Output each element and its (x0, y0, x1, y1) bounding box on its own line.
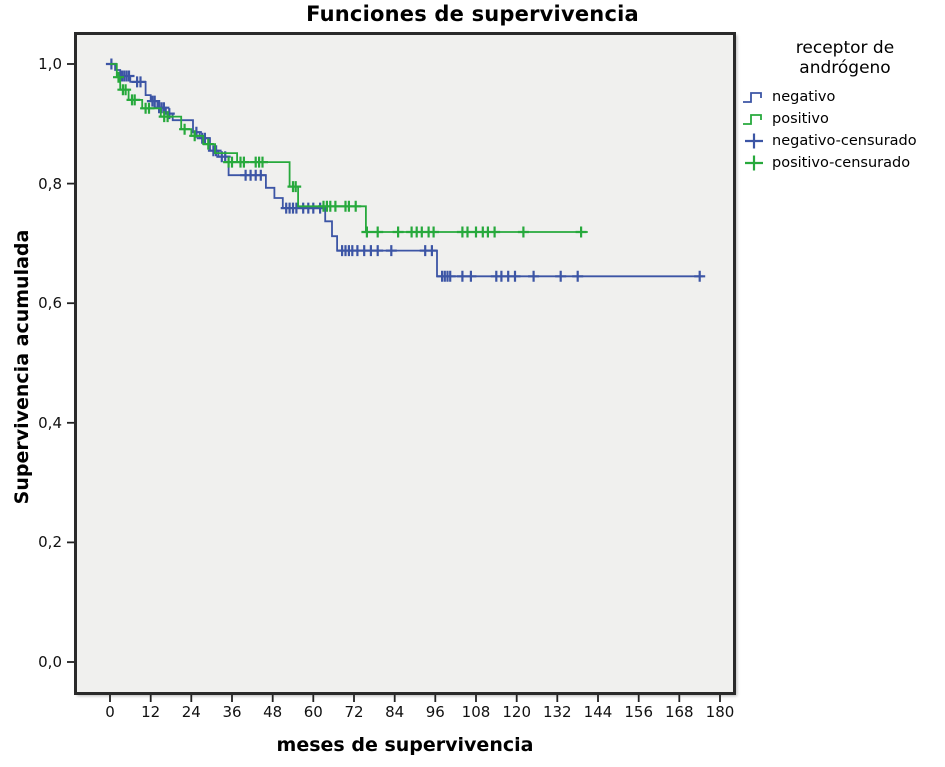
x-tick-label: 12 (141, 703, 161, 721)
x-tick-label: 0 (105, 703, 115, 721)
y-tick-label: 0,4 (38, 413, 62, 432)
x-tick-label: 168 (664, 703, 694, 721)
x-tick-label: 48 (263, 703, 283, 721)
x-tick-label: 60 (303, 703, 323, 721)
y-axis-label: Supervivencia acumulada (11, 229, 33, 505)
y-tick-label: 1,0 (38, 55, 62, 73)
legend-item-positivo: positivo (742, 108, 942, 130)
legend-item-negativo-censurado: negativo-censurado (742, 130, 942, 152)
x-tick-label: 72 (344, 703, 364, 721)
plot-area (75, 33, 735, 694)
legend-item-label: negativo-censurado (772, 133, 917, 149)
x-tick-label: 108 (461, 703, 491, 721)
legend-item-positivo-censurado: positivo-censurado (742, 152, 942, 174)
censored-plus-icon (745, 133, 763, 149)
legend: receptor de andrógeno negativo positivo ne… (742, 38, 942, 174)
censored-plus-icon (745, 155, 763, 171)
y-tick-label: 0,0 (38, 653, 62, 671)
x-tick-label: 84 (385, 703, 405, 721)
chart-title: Funciones de supervivencia (306, 2, 639, 26)
x-tick-label: 156 (624, 703, 653, 721)
x-tick-label: 36 (222, 703, 242, 721)
x-tick-label: 96 (425, 703, 445, 721)
x-tick-label: 144 (583, 703, 613, 721)
x-tick-label: 132 (542, 703, 572, 721)
x-tick-label: 24 (181, 703, 201, 721)
x-axis-label: meses de supervivencia (276, 734, 534, 756)
y-tick-label: 0,6 (38, 294, 62, 313)
legend-item-label: negativo (772, 89, 836, 105)
legend-item-negativo: negativo (742, 86, 942, 108)
legend-item-label: positivo-censurado (772, 155, 911, 171)
y-tick-label: 0,8 (38, 174, 62, 193)
x-tick-label: 120 (502, 703, 531, 721)
legend-item-label: positivo (772, 111, 829, 127)
legend-items: negativo positivo negativo-censurado positi… (742, 86, 942, 174)
step-line-icon (743, 92, 762, 103)
x-tick-label: 180 (705, 703, 735, 721)
legend-title: receptor de andrógeno (795, 38, 895, 78)
y-tick-label: 0,2 (38, 533, 62, 552)
step-line-icon (743, 114, 762, 125)
